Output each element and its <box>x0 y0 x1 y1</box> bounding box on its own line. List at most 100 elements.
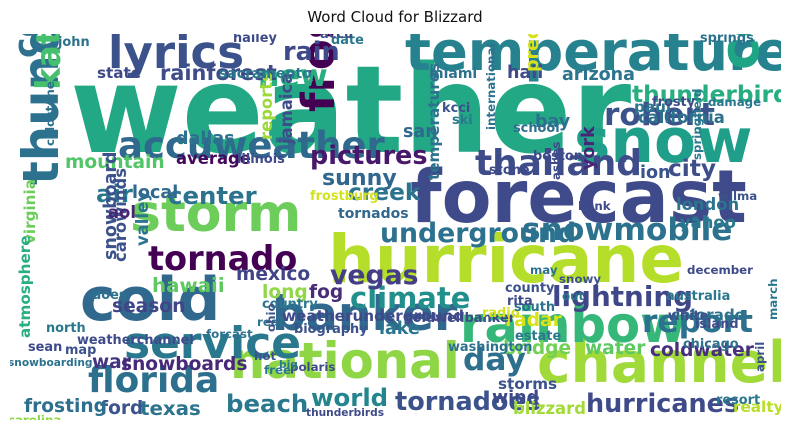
word-damage: damage <box>708 95 761 109</box>
word-san: san <box>403 122 438 142</box>
word-beach: beach <box>226 389 308 418</box>
word-white: white <box>668 309 709 324</box>
chart-title: Word Cloud for Blizzard <box>307 8 483 26</box>
word-real: real <box>257 315 283 329</box>
word-dallas: dallas <box>176 129 235 149</box>
word-does: does <box>92 288 127 303</box>
word-state: state <box>97 64 141 82</box>
word-hawaii: hawaii <box>152 274 225 297</box>
word-texas: texas <box>140 397 201 420</box>
word-out: out <box>562 289 585 303</box>
word-thailand: thailand <box>475 143 642 184</box>
word-thunderbirds: thunderbirds <box>306 407 384 419</box>
word-estate: estate <box>515 329 561 344</box>
word-rainforest: rainforest <box>160 61 277 85</box>
word-air: air <box>96 179 133 208</box>
word-virginia: virginia <box>21 179 39 244</box>
word-ohio: ohio <box>264 303 278 332</box>
word-coldwellbanker: coldwellbanker <box>405 311 516 326</box>
word-ion: ion <box>640 163 670 183</box>
word-season: season <box>112 296 185 317</box>
word-coldwater: coldwater <box>650 340 755 361</box>
word-may: may <box>530 263 558 277</box>
word-snowboard: snowboard <box>101 151 121 260</box>
word-london: london <box>676 195 739 214</box>
word-frosty: frosty <box>652 95 696 110</box>
word-sacramento: sacramento <box>219 66 312 82</box>
word-day: day <box>463 342 526 378</box>
word-accuweather: accuweather <box>118 124 386 167</box>
word-coldplay: coldplay <box>10 34 47 58</box>
word-frosting: frosting <box>24 396 107 417</box>
word-city: city <box>668 155 716 182</box>
word-paul: paul <box>634 98 671 116</box>
word-snowy: snowy <box>559 272 601 286</box>
word-miami: miami <box>429 66 477 82</box>
word-wilma: wilma <box>718 189 757 203</box>
word-hurricane: hurricane <box>328 221 684 298</box>
word-hailey: hailey <box>233 34 277 46</box>
word-boston: boston <box>533 149 583 164</box>
word-tornado: tornado <box>148 239 297 278</box>
word-thunder: thunder <box>12 34 70 185</box>
word-kcci: kcci <box>442 101 470 116</box>
word-biography: biography <box>294 322 368 337</box>
word-forecast: forecast <box>410 156 747 240</box>
word-realty: realty <box>733 398 781 416</box>
word-reports: reports <box>257 72 276 140</box>
word-blizzard: blizzard <box>513 399 586 418</box>
word-vegas: vegas <box>330 260 419 291</box>
word-cold: cold <box>80 265 220 335</box>
word-radar: radar <box>505 310 563 331</box>
word-average: average <box>176 149 251 168</box>
word-jamaica: jamaica <box>277 73 296 145</box>
word-lightning: lightning <box>552 280 693 313</box>
word-county: county <box>505 281 555 296</box>
word-hurricanes: hurricanes <box>586 389 739 419</box>
word-chicago: chicago <box>683 337 739 352</box>
word-cloud-area: weather forecast hurricane snow cold channel t… <box>10 34 781 420</box>
word-country: country <box>262 297 318 312</box>
word-cloud: weatherforecasthurricanesnowcoldchannelt… <box>10 34 781 420</box>
word-weather: weather <box>70 40 632 181</box>
word-rita: rita <box>507 294 533 309</box>
word-springfield: springfield <box>690 89 704 160</box>
word-resort: resort <box>716 393 760 408</box>
word-stone: stone <box>489 163 530 178</box>
word-national: national <box>230 332 460 390</box>
word-carolina: carolina <box>10 413 61 420</box>
word-long: long <box>262 282 308 303</box>
word-thunderbird: thunderbird <box>632 81 781 108</box>
word-service: service <box>124 318 301 369</box>
word-lyrics: lyrics <box>108 34 244 79</box>
word-rain: rain <box>283 37 340 67</box>
word-date: date <box>331 34 364 48</box>
word-march: march <box>766 279 780 320</box>
word-rainbow: rainbow <box>460 296 686 354</box>
word-valley: valley <box>133 191 152 246</box>
word-snowmobile: snowmobile <box>522 212 733 248</box>
word-colorado: colorado <box>671 306 745 324</box>
word-sunny: sunny <box>322 165 397 191</box>
word-wind: wind <box>492 388 539 408</box>
word-arizona: arizona <box>562 65 635 85</box>
word-weatherchannel: weatherchannel <box>77 333 194 348</box>
word-yahoo: yahoo <box>680 213 736 232</box>
word-prediction: prediction <box>523 34 543 72</box>
word-new: new <box>258 59 328 94</box>
word-temperatures: temperatures <box>425 63 443 180</box>
word-school: school <box>513 121 560 136</box>
word-war: war <box>92 352 132 373</box>
word-storms: storms <box>498 375 557 393</box>
word-ashes: ashes <box>549 142 563 180</box>
word-water: water <box>585 338 646 359</box>
word-island: island <box>695 317 739 332</box>
word-temperature: temperature <box>405 34 781 83</box>
word-john: john <box>57 35 90 50</box>
word-ski: ski <box>452 113 473 128</box>
word-radio: radio <box>482 306 520 321</box>
word-free: free <box>264 363 291 377</box>
word-south: south <box>514 300 555 315</box>
word-channel: channel <box>537 330 781 396</box>
word-mountain: mountain <box>65 152 165 173</box>
